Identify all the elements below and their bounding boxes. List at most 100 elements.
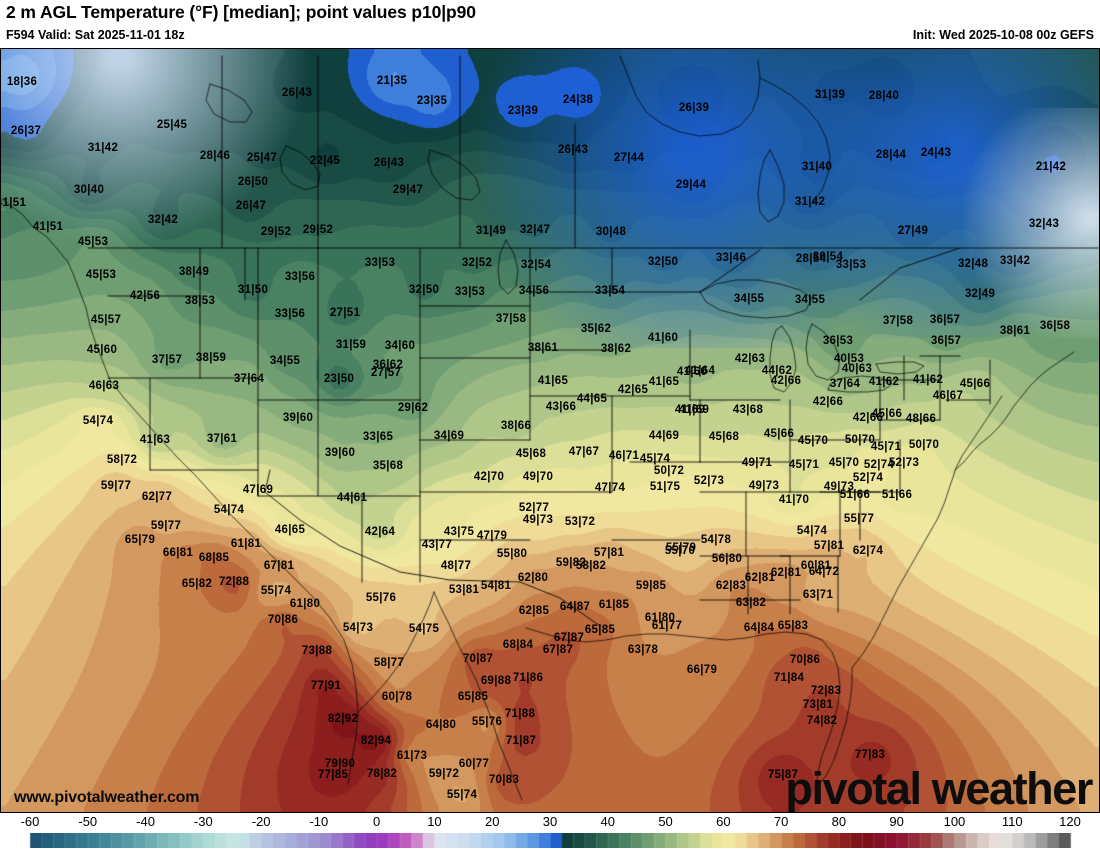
point-value-label: 70|87: [462, 653, 494, 665]
point-value-label: 33|56: [274, 308, 306, 320]
point-value-label: 77|91: [310, 680, 342, 692]
point-value-label: 34|60: [384, 340, 416, 352]
colorbar-tick: 110: [1001, 814, 1023, 829]
point-value-label: 48|77: [440, 560, 472, 572]
point-value-label: 33|53: [454, 286, 486, 298]
point-value-label: 46|63: [88, 380, 120, 392]
point-value-label: 26|37: [10, 125, 42, 137]
point-value-label: 65|79: [124, 534, 156, 546]
point-value-label: 82|92: [327, 713, 359, 725]
point-value-label: 27|57: [370, 367, 402, 379]
point-value-label: 62|83: [715, 580, 747, 592]
point-value-label: 32|43: [1028, 218, 1060, 230]
point-value-label: 58|77: [373, 657, 405, 669]
point-value-label: 34|56: [518, 285, 550, 297]
point-value-label: 68|84: [502, 639, 534, 651]
point-value-label: 70|86: [789, 654, 821, 666]
point-value-label: 61|73: [396, 750, 428, 762]
point-value-label: 66|81: [162, 547, 194, 559]
point-value-label: 22|45: [309, 155, 341, 167]
point-value-label: 39|60: [324, 447, 356, 459]
colorbar-tick: -50: [78, 814, 98, 829]
point-value-label: 44|69: [648, 430, 680, 442]
point-value-label: 33|56: [284, 271, 316, 283]
point-value-label: 37|64: [829, 378, 861, 390]
point-value-label: 28|46: [199, 150, 231, 162]
point-value-label: 38|66: [500, 420, 532, 432]
point-value-label: 49|73: [748, 480, 780, 492]
point-value-label: 49|71: [741, 457, 773, 469]
point-value-label: 54|75: [408, 623, 440, 635]
point-value-label: 54|74: [213, 504, 245, 516]
point-value-label: 45|70: [828, 457, 860, 469]
point-value-label: 34|55: [733, 293, 765, 305]
point-value-label: 52|73: [693, 475, 725, 487]
point-value-label: 43|66: [545, 401, 577, 413]
point-value-label: 54|74: [82, 415, 114, 427]
point-value-label: 42|65: [617, 384, 649, 396]
point-value-label: 47|79: [476, 530, 508, 542]
point-value-label: 44|65: [576, 393, 608, 405]
point-value-label: 51|66: [881, 489, 913, 501]
point-value-label: 55|70: [664, 545, 696, 557]
point-value-label: 38|59: [195, 352, 227, 364]
point-value-label: 64|84: [743, 622, 775, 634]
point-value-label: 47|74: [594, 482, 626, 494]
point-value-label: 46|67: [932, 390, 964, 402]
point-value-label: 28|40: [868, 90, 900, 102]
point-value-label: 65|82: [181, 578, 213, 590]
temperature-map[interactable]: 18|36 26|43 26|37 31|42 30|40 25|45 28|46 25|47…: [0, 48, 1100, 813]
point-value-label: 49|73: [823, 481, 855, 493]
point-value-label: 45|68: [515, 448, 547, 460]
point-value-label: 62|74: [852, 545, 884, 557]
point-value-label: 54|78: [700, 534, 732, 546]
point-value-label: 61|85: [598, 599, 630, 611]
point-value-label: 73|81: [802, 699, 834, 711]
point-value-label: 77|85: [317, 769, 349, 781]
point-value-label: 34|55: [794, 294, 826, 306]
point-value-label: 29|44: [675, 179, 707, 191]
colorbar-tick: 100: [943, 814, 966, 829]
point-value-label: 62|81: [744, 572, 776, 584]
point-value-label: 52|77: [518, 502, 550, 514]
point-value-label: 42|64: [364, 526, 396, 538]
colorbar-tick: -30: [193, 814, 213, 829]
point-value-label: 53|72: [564, 516, 596, 528]
point-value-label: 42|56: [129, 290, 161, 302]
point-value-label: 28|44: [875, 149, 907, 161]
point-value-label: 64|80: [425, 719, 457, 731]
point-value-label: 29|62: [397, 402, 429, 414]
point-value-label: 58|82: [575, 560, 607, 572]
point-value-label: 36|57: [929, 314, 961, 326]
point-value-label: 61|81: [230, 538, 262, 550]
point-value-label: 49|70: [522, 471, 554, 483]
colorbar-tick: 70: [773, 814, 789, 829]
colorbar-tick: 60: [716, 814, 731, 829]
point-value-label: 26|43: [557, 144, 589, 156]
point-value-label: 36|53: [822, 335, 854, 347]
point-value-label: 56|80: [711, 553, 743, 565]
colorbar: -60 -50 -40 -30 -20 -10 0 10 20 30 40 50 60 70 80 90 100…: [0, 813, 1100, 850]
point-value-label: 26|47: [235, 200, 267, 212]
point-value-label: 41|62: [868, 376, 900, 388]
point-value-label: 60|77: [458, 758, 490, 770]
point-value-label: 69|88: [480, 675, 512, 687]
point-value-label: 45|53: [77, 236, 109, 248]
point-value-label: 45|53: [85, 269, 117, 281]
point-value-label: 45|57: [90, 314, 122, 326]
point-value-label: 55|80: [496, 548, 528, 560]
point-value-label: 38|62: [600, 343, 632, 355]
point-value-label: 77|83: [854, 749, 886, 761]
point-value-label: 59|77: [100, 480, 132, 492]
point-value-label: 38|49: [178, 266, 210, 278]
point-value-label: 28|54: [795, 253, 827, 265]
point-value-label: 34|69: [433, 430, 465, 442]
point-value-label: 32|42: [147, 214, 179, 226]
colorbar-tick: 10: [427, 814, 442, 829]
point-value-label: 35|62: [580, 323, 612, 335]
point-value-label: 59|82: [555, 557, 587, 569]
point-value-label: 63|82: [735, 597, 767, 609]
point-value-label: 47|69: [242, 484, 274, 496]
point-value-label: 50|72: [653, 465, 685, 477]
